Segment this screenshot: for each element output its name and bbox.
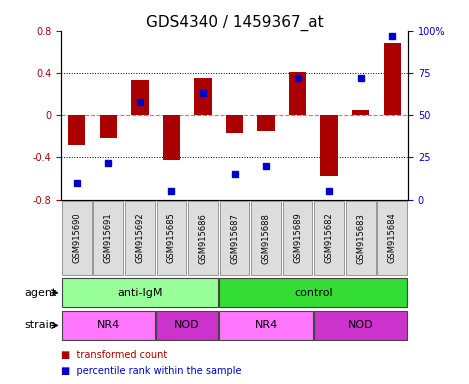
Text: GSM915689: GSM915689 <box>293 213 302 263</box>
FancyBboxPatch shape <box>251 201 281 275</box>
Text: anti-IgM: anti-IgM <box>117 288 163 298</box>
Bar <box>131 80 149 115</box>
Text: GSM915687: GSM915687 <box>230 213 239 263</box>
Text: NOD: NOD <box>348 320 373 331</box>
FancyBboxPatch shape <box>283 201 312 275</box>
Text: agent: agent <box>24 288 56 298</box>
FancyBboxPatch shape <box>156 311 218 340</box>
FancyBboxPatch shape <box>188 201 218 275</box>
FancyBboxPatch shape <box>314 201 344 275</box>
Text: NOD: NOD <box>174 320 200 331</box>
FancyBboxPatch shape <box>219 201 250 275</box>
Bar <box>289 72 306 115</box>
Text: GSM915685: GSM915685 <box>167 213 176 263</box>
Bar <box>384 43 401 115</box>
Bar <box>194 78 212 115</box>
Text: GSM915684: GSM915684 <box>388 213 397 263</box>
Text: strain: strain <box>24 320 56 331</box>
FancyBboxPatch shape <box>219 311 313 340</box>
FancyBboxPatch shape <box>314 311 408 340</box>
Text: GSM915683: GSM915683 <box>356 213 365 263</box>
FancyBboxPatch shape <box>219 278 408 308</box>
Text: GSM915686: GSM915686 <box>198 213 207 263</box>
Text: ■  percentile rank within the sample: ■ percentile rank within the sample <box>61 366 242 376</box>
FancyBboxPatch shape <box>62 201 91 275</box>
Text: GSM915691: GSM915691 <box>104 213 113 263</box>
Text: GSM915682: GSM915682 <box>325 213 333 263</box>
Text: GSM915688: GSM915688 <box>262 213 271 263</box>
Bar <box>163 115 180 159</box>
FancyBboxPatch shape <box>157 201 186 275</box>
Text: GSM915692: GSM915692 <box>136 213 144 263</box>
FancyBboxPatch shape <box>61 278 218 308</box>
Bar <box>320 115 338 176</box>
Text: ■  transformed count: ■ transformed count <box>61 350 167 360</box>
Bar <box>226 115 243 133</box>
Bar <box>68 115 85 145</box>
Text: GSM915690: GSM915690 <box>72 213 81 263</box>
Bar <box>352 110 370 115</box>
Title: GDS4340 / 1459367_at: GDS4340 / 1459367_at <box>146 15 323 31</box>
FancyBboxPatch shape <box>346 201 376 275</box>
Bar <box>99 115 117 138</box>
Text: NR4: NR4 <box>97 320 120 331</box>
Text: control: control <box>294 288 333 298</box>
Text: NR4: NR4 <box>254 320 278 331</box>
FancyBboxPatch shape <box>125 201 155 275</box>
FancyBboxPatch shape <box>378 201 407 275</box>
Bar <box>257 115 275 131</box>
FancyBboxPatch shape <box>93 201 123 275</box>
FancyBboxPatch shape <box>61 311 155 340</box>
